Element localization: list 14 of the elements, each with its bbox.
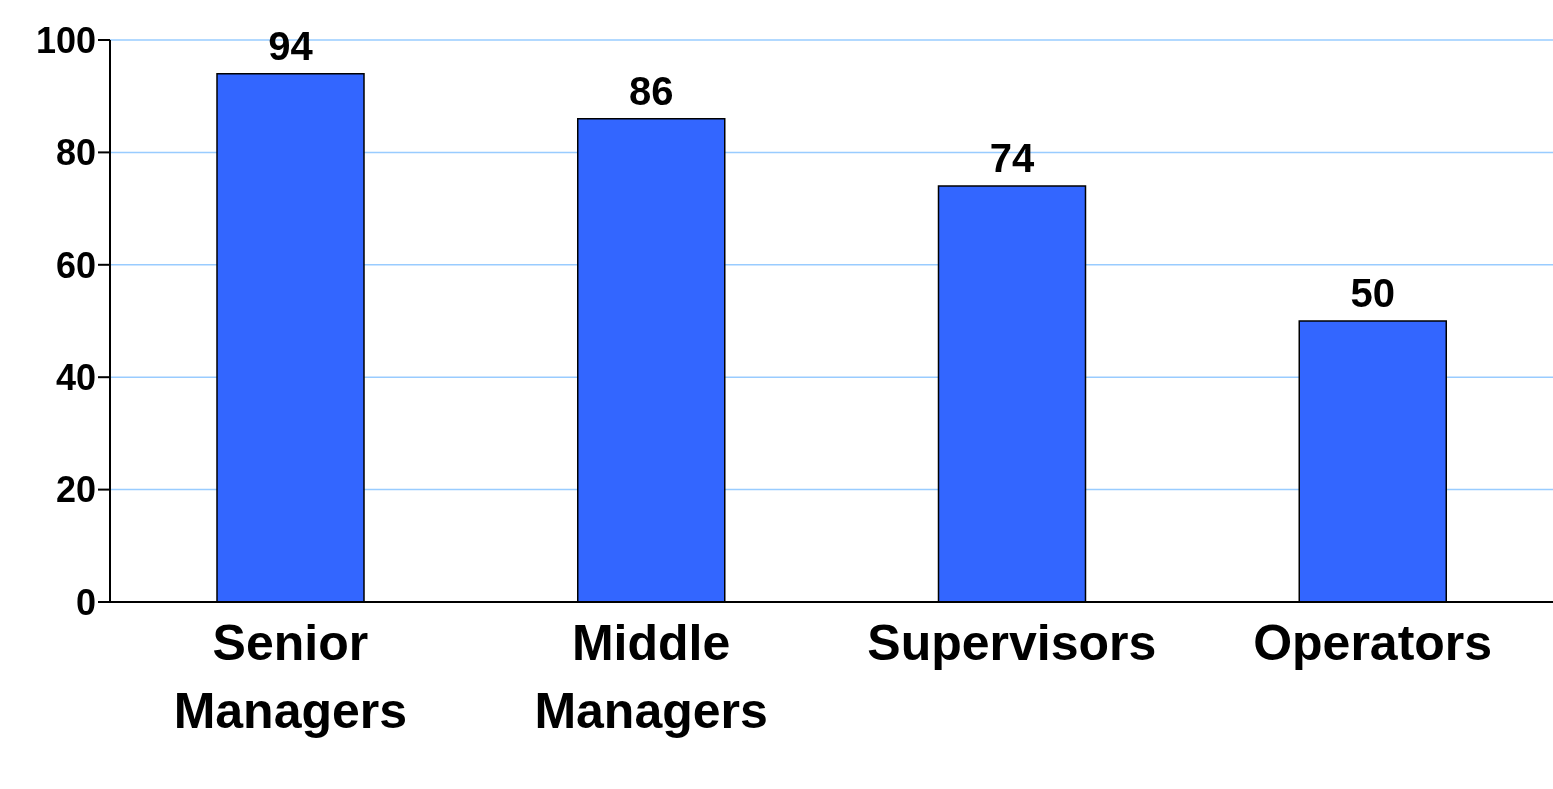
y-tick-label: 60 (55, 244, 96, 286)
y-tick-label: 40 (55, 356, 96, 398)
x-tick-label: Supervisors (867, 615, 1157, 671)
y-tick-label: 80 (55, 132, 96, 174)
x-tick-label: Middle Managers (534, 615, 768, 739)
data-label: 74 (989, 136, 1035, 181)
y-tick-label: 20 (55, 469, 96, 511)
y-tick-label: 100 (35, 19, 96, 61)
data-label: 86 (629, 68, 674, 113)
y-tick-label: 0 (75, 581, 96, 623)
data-label: 50 (1350, 271, 1395, 315)
x-tick-label: Operators (1253, 615, 1493, 671)
data-label: 94 (268, 23, 314, 68)
x-tick-label: Senior Managers (173, 615, 408, 739)
